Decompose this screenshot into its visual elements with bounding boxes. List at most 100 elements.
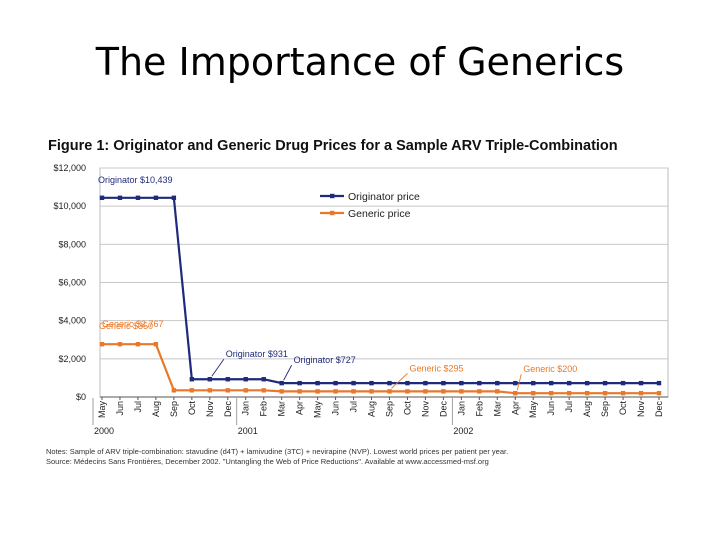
data-point — [297, 389, 302, 394]
data-point — [405, 380, 410, 386]
x-tick-label: Jun — [546, 401, 556, 416]
slide-title: The Importance of Generics — [95, 40, 625, 84]
data-point — [315, 389, 320, 394]
series-line — [102, 196, 659, 385]
data-point — [459, 380, 464, 386]
data-point — [333, 380, 338, 386]
data-point — [513, 380, 518, 386]
legend-label: Originator price — [348, 191, 420, 203]
data-point — [387, 380, 392, 386]
data-point — [477, 380, 482, 386]
data-point — [548, 390, 554, 396]
data-point — [423, 380, 428, 386]
data-point — [566, 390, 572, 396]
series-line — [102, 343, 659, 395]
annotation-arrow — [516, 374, 522, 391]
data-point — [405, 389, 410, 394]
data-point — [531, 390, 536, 396]
figure-source: Source: Médecins Sans Frontières, Decemb… — [46, 457, 489, 466]
data-point — [566, 380, 572, 386]
data-point — [351, 380, 356, 386]
annotation-label: Generic $295 — [409, 363, 463, 373]
data-point — [602, 390, 608, 396]
data-point — [584, 390, 590, 396]
annotation-label: Generic $2,767 — [102, 319, 164, 329]
annotation-label: Originator $10,439 — [98, 175, 173, 185]
data-point — [261, 388, 266, 393]
x-tick-label: Sep — [600, 401, 610, 417]
data-point — [513, 390, 518, 396]
x-tick-label: Dec — [438, 401, 448, 418]
data-point — [261, 377, 266, 382]
figure-title: Figure 1: Originator and Generic Drug Pr… — [48, 138, 618, 154]
data-point — [207, 388, 213, 393]
figure-note: Notes: Sample of ARV triple-combination:… — [46, 447, 509, 456]
x-tick-label: Dec — [654, 401, 664, 418]
x-tick-label: Jun — [115, 401, 125, 416]
x-tick-label: Jul — [133, 401, 143, 413]
x-tick-label: Oct — [618, 401, 628, 416]
x-tick-label: Sep — [169, 401, 179, 417]
data-point — [207, 377, 213, 382]
data-point — [495, 389, 500, 394]
data-point — [297, 380, 302, 386]
data-point — [243, 388, 248, 393]
data-point — [117, 195, 123, 200]
x-tick-label: May — [313, 401, 323, 419]
x-tick-label: Aug — [151, 401, 161, 417]
x-tick-label: Mar — [492, 401, 502, 417]
y-tick-label: $10,000 — [53, 201, 86, 211]
data-point — [656, 390, 662, 396]
data-point — [531, 380, 536, 386]
x-tick-label: Jan — [456, 401, 466, 416]
data-point — [638, 380, 644, 386]
data-point — [135, 341, 141, 347]
y-tick-label: $6,000 — [58, 278, 86, 288]
year-label: 2001 — [238, 426, 258, 436]
annotation-arrow — [283, 364, 293, 381]
annotation-arrow — [391, 373, 408, 389]
y-tick-label: $12,000 — [53, 163, 86, 173]
x-tick-label: Mar — [277, 401, 287, 417]
x-tick-label: Sep — [384, 401, 394, 417]
data-point — [495, 380, 500, 386]
data-point — [99, 341, 105, 347]
x-tick-label: May — [97, 401, 107, 419]
data-point — [351, 389, 356, 394]
annotation-arrow — [211, 358, 225, 377]
data-point — [548, 380, 554, 386]
x-tick-label: Nov — [205, 401, 215, 418]
year-label: 2000 — [94, 426, 114, 436]
data-point — [602, 380, 608, 386]
data-point — [315, 380, 320, 386]
data-point — [243, 377, 248, 382]
data-point — [153, 341, 159, 347]
y-tick-label: $2,000 — [58, 354, 86, 364]
x-tick-label: Jul — [564, 401, 574, 413]
y-tick-label: $0 — [76, 392, 86, 402]
annotation-label: Generic $200 — [523, 364, 577, 374]
data-point — [477, 389, 482, 394]
x-tick-label: Dec — [223, 401, 233, 418]
year-label: 2002 — [453, 426, 473, 436]
data-point — [423, 389, 428, 394]
x-tick-label: Jul — [349, 401, 359, 413]
x-tick-label: Oct — [402, 401, 412, 416]
data-point — [620, 380, 626, 386]
data-point — [638, 390, 644, 396]
data-point — [189, 388, 195, 393]
x-tick-label: May — [528, 401, 538, 419]
data-point — [171, 195, 177, 200]
y-tick-label: $8,000 — [58, 239, 86, 249]
data-point — [117, 341, 123, 347]
annotation-label: Originator $727 — [294, 355, 356, 365]
data-point — [441, 380, 446, 386]
x-tick-label: Nov — [636, 401, 646, 418]
data-point — [459, 389, 464, 394]
x-tick-label: Feb — [259, 401, 269, 417]
x-tick-label: Feb — [474, 401, 484, 417]
data-point — [99, 195, 105, 200]
x-tick-label: Aug — [367, 401, 377, 417]
data-point — [225, 377, 230, 382]
